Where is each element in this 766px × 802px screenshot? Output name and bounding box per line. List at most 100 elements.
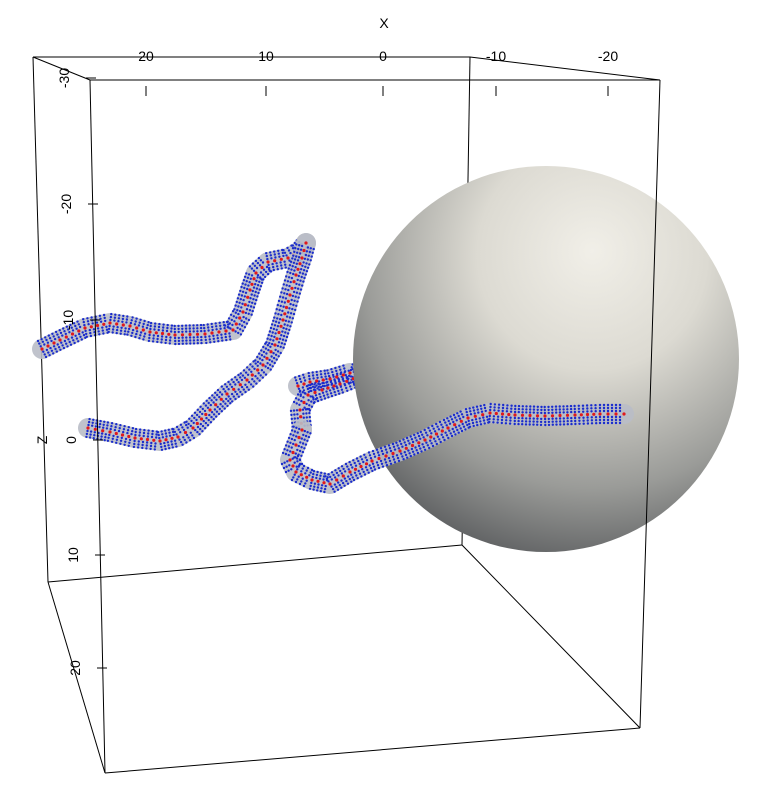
outer-point	[98, 422, 102, 426]
outer-point	[205, 399, 208, 402]
outer-point	[308, 250, 311, 254]
outer-point	[246, 276, 250, 279]
outer-point	[109, 315, 113, 319]
outer-point	[395, 441, 398, 444]
center-point	[279, 257, 283, 261]
outer-point	[52, 345, 56, 348]
outer-point	[185, 336, 188, 339]
outer-point	[489, 405, 492, 409]
outer-point	[196, 430, 199, 434]
outer-point	[130, 334, 133, 337]
outer-point	[237, 312, 240, 316]
outer-point	[431, 424, 434, 428]
outer-point	[367, 451, 371, 454]
outer-point	[460, 429, 464, 433]
outer-point	[193, 416, 196, 420]
outer-point	[329, 475, 332, 479]
outer-point	[505, 410, 509, 413]
outer-point	[160, 338, 163, 341]
outer-point	[586, 416, 589, 419]
outer-point	[254, 375, 257, 378]
outer-point	[232, 380, 235, 384]
outer-point	[594, 419, 598, 422]
outer-point	[204, 404, 208, 407]
outer-point	[192, 436, 196, 440]
center-point	[296, 267, 300, 271]
outer-point	[606, 409, 610, 413]
outer-point	[359, 455, 362, 458]
outer-point	[162, 323, 165, 326]
sphere[interactable]	[353, 166, 739, 552]
z-tick-label: -20	[58, 194, 74, 214]
outer-point	[547, 417, 550, 421]
outer-point	[164, 338, 168, 342]
outer-point	[309, 484, 312, 488]
outer-point	[239, 390, 242, 394]
outer-point	[251, 301, 254, 304]
outer-point	[363, 453, 366, 456]
outer-point	[405, 436, 409, 440]
outer-point	[307, 399, 310, 402]
outer-point	[189, 431, 192, 434]
outer-point	[232, 315, 235, 318]
outer-point	[320, 398, 323, 401]
outer-point	[551, 420, 554, 423]
outer-point	[153, 445, 157, 448]
center-point	[89, 325, 93, 329]
outer-point	[333, 490, 336, 493]
outer-point	[508, 422, 512, 425]
outer-point	[304, 434, 308, 438]
outer-point	[260, 278, 264, 281]
outer-point	[296, 287, 300, 290]
outer-point	[181, 324, 184, 327]
outer-point	[185, 441, 188, 444]
outer-point	[509, 416, 512, 419]
outer-point	[606, 406, 610, 410]
outer-point	[407, 439, 410, 442]
outer-point	[208, 338, 211, 341]
outer-point	[123, 330, 127, 333]
outer-point	[281, 330, 284, 333]
outer-point	[528, 423, 531, 426]
outer-point	[173, 430, 177, 434]
center-point	[353, 467, 358, 471]
outer-point	[279, 295, 282, 298]
outer-point	[290, 268, 293, 271]
outer-point	[246, 366, 249, 369]
outer-point	[430, 432, 433, 435]
outer-point	[156, 334, 160, 338]
outer-point	[590, 407, 593, 410]
outer-point	[127, 426, 130, 429]
outer-point	[145, 441, 149, 444]
outer-point	[493, 406, 496, 409]
outer-point	[257, 256, 261, 260]
outer-point	[320, 471, 323, 474]
center-point	[335, 375, 339, 379]
outer-point	[489, 408, 492, 412]
outer-point	[168, 342, 171, 345]
outer-point	[117, 320, 120, 323]
outer-point	[298, 389, 302, 392]
outer-point	[107, 436, 110, 439]
outer-point	[59, 331, 63, 335]
center-point	[338, 382, 342, 386]
outer-point	[204, 421, 208, 425]
outer-point	[213, 408, 217, 411]
outer-point	[300, 480, 303, 483]
outer-point	[299, 441, 302, 444]
outer-point	[193, 411, 197, 414]
outer-point	[168, 447, 171, 450]
outer-point	[257, 291, 260, 295]
outer-point	[543, 408, 546, 412]
outer-point	[289, 260, 293, 263]
outer-point	[134, 335, 137, 339]
outer-point	[121, 317, 125, 321]
outer-point	[57, 336, 60, 339]
center-point	[341, 474, 345, 478]
outer-point	[289, 441, 292, 444]
outer-point	[226, 404, 229, 408]
outer-point	[146, 323, 149, 327]
outer-point	[48, 354, 51, 357]
outer-point	[476, 423, 479, 427]
